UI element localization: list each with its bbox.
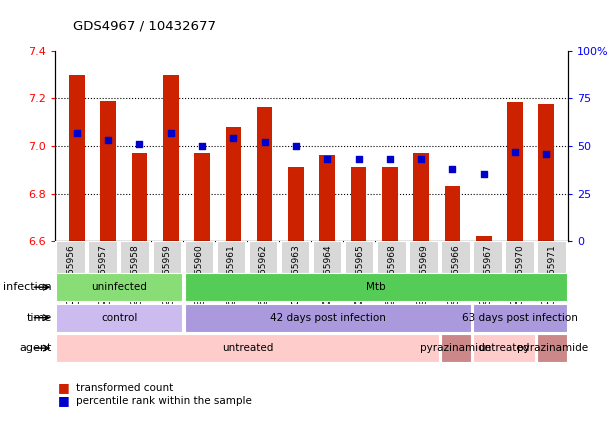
Text: GSM1165961: GSM1165961 [227, 244, 236, 305]
Bar [100, 101, 116, 241]
Point [447, 165, 457, 172]
Bar [131, 153, 147, 241]
Point [229, 135, 238, 142]
Bar [441, 334, 470, 362]
Bar [257, 107, 273, 241]
Bar [194, 153, 210, 241]
Text: GSM1165956: GSM1165956 [67, 244, 76, 305]
Point [197, 143, 207, 149]
Text: GSM1165968: GSM1165968 [387, 244, 397, 305]
Text: 63 days post infection: 63 days post infection [462, 313, 578, 323]
Text: ■: ■ [58, 382, 70, 394]
Point [385, 156, 395, 163]
Point [134, 141, 144, 148]
Bar [320, 156, 335, 241]
Text: untreated: untreated [478, 343, 530, 353]
Bar [185, 273, 567, 301]
Bar [351, 168, 367, 241]
Point [166, 129, 176, 136]
Bar [281, 241, 310, 298]
Bar [313, 241, 342, 298]
Bar [345, 241, 375, 298]
Text: GSM1165964: GSM1165964 [323, 244, 332, 305]
Bar [476, 236, 492, 241]
Point [260, 139, 269, 146]
Bar [249, 241, 278, 298]
Text: GSM1165971: GSM1165971 [547, 244, 557, 305]
Bar [409, 241, 439, 298]
Text: uninfected: uninfected [91, 282, 147, 292]
Bar [538, 104, 554, 241]
Point [541, 150, 551, 157]
Bar [505, 241, 535, 298]
Point [103, 137, 113, 144]
Text: GSM1165959: GSM1165959 [163, 244, 172, 305]
Text: percentile rank within the sample: percentile rank within the sample [76, 396, 252, 406]
Bar [538, 241, 567, 298]
Bar [441, 241, 470, 298]
Point [72, 129, 82, 136]
Text: time: time [27, 313, 52, 323]
Text: untreated: untreated [222, 343, 273, 353]
Bar [288, 168, 304, 241]
Bar [69, 74, 85, 241]
Bar [120, 241, 150, 298]
Text: agent: agent [20, 343, 52, 353]
Bar [185, 304, 470, 332]
Text: GSM1165962: GSM1165962 [259, 244, 268, 305]
Text: control: control [101, 313, 137, 323]
Bar [377, 241, 406, 298]
Bar [507, 102, 523, 241]
Bar [56, 273, 182, 301]
Text: GSM1165969: GSM1165969 [419, 244, 428, 305]
Text: pyrazinamide: pyrazinamide [517, 343, 588, 353]
Text: GDS4967 / 10432677: GDS4967 / 10432677 [73, 19, 216, 32]
Point [323, 156, 332, 163]
Text: GSM1165967: GSM1165967 [483, 244, 492, 305]
Text: GSM1165965: GSM1165965 [355, 244, 364, 305]
Bar [474, 241, 503, 298]
Bar [56, 334, 439, 362]
Text: GSM1165970: GSM1165970 [516, 244, 525, 305]
Bar [382, 168, 398, 241]
Bar [538, 334, 567, 362]
Text: GSM1165963: GSM1165963 [291, 244, 300, 305]
Point [479, 171, 489, 178]
Text: ■: ■ [58, 394, 70, 407]
Text: GSM1165957: GSM1165957 [98, 244, 108, 305]
Point [510, 148, 520, 155]
Bar [89, 241, 118, 298]
Bar [163, 74, 178, 241]
Text: GSM1165966: GSM1165966 [452, 244, 461, 305]
Bar [56, 304, 182, 332]
Bar [474, 304, 567, 332]
Text: transformed count: transformed count [76, 383, 174, 393]
Text: 42 days post infection: 42 days post infection [269, 313, 386, 323]
Bar [153, 241, 182, 298]
Bar [413, 153, 429, 241]
Point [291, 143, 301, 149]
Text: GSM1165960: GSM1165960 [195, 244, 204, 305]
Bar [217, 241, 246, 298]
Point [354, 156, 364, 163]
Text: Mtb: Mtb [366, 282, 386, 292]
Point [416, 156, 426, 163]
Bar [185, 241, 214, 298]
Text: infection: infection [3, 282, 52, 292]
Text: pyrazinamide: pyrazinamide [420, 343, 491, 353]
Bar [445, 187, 460, 241]
Text: GSM1165958: GSM1165958 [131, 244, 140, 305]
Bar [225, 127, 241, 241]
Bar [474, 334, 535, 362]
Bar [56, 241, 86, 298]
